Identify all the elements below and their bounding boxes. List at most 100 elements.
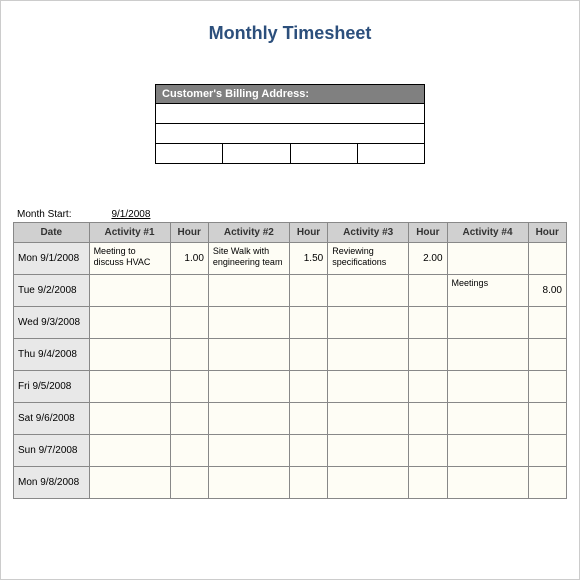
activity-cell <box>328 403 409 435</box>
hour-cell <box>170 275 208 307</box>
date-cell: Thu 9/4/2008 <box>14 339 90 371</box>
activity-cell: Meetings <box>447 275 528 307</box>
timesheet-table: DateActivity #1HourActivity #2HourActivi… <box>13 222 567 499</box>
month-start-row: Month Start: 9/1/2008 <box>13 209 567 220</box>
table-row: Wed 9/3/2008 <box>14 307 567 339</box>
table-row: Mon 9/1/2008Meeting to discuss HVAC1.00S… <box>14 243 567 275</box>
date-cell: Mon 9/1/2008 <box>14 243 90 275</box>
hour-cell <box>409 275 447 307</box>
activity-cell <box>447 339 528 371</box>
activity-cell <box>208 435 289 467</box>
activity-cell <box>208 339 289 371</box>
hour-cell <box>409 403 447 435</box>
billing-line-2 <box>156 124 425 144</box>
hour-cell <box>528 307 567 339</box>
activity-cell <box>447 371 528 403</box>
hour-cell <box>528 243 567 275</box>
hour-cell <box>289 307 327 339</box>
date-cell: Tue 9/2/2008 <box>14 275 90 307</box>
hour-cell: 8.00 <box>528 275 567 307</box>
hour-cell <box>170 307 208 339</box>
billing-cell <box>290 144 357 164</box>
hour-cell <box>409 307 447 339</box>
activity-cell <box>328 307 409 339</box>
hour-cell <box>170 403 208 435</box>
column-header: Date <box>14 223 90 243</box>
column-header: Hour <box>409 223 447 243</box>
hour-cell <box>170 435 208 467</box>
page-title: Monthly Timesheet <box>13 23 567 44</box>
activity-cell <box>328 467 409 499</box>
month-start-value: 9/1/2008 <box>111 209 150 220</box>
column-header: Activity #2 <box>208 223 289 243</box>
hour-cell <box>289 403 327 435</box>
table-row: Sun 9/7/2008 <box>14 435 567 467</box>
column-header: Activity #4 <box>447 223 528 243</box>
table-row: Fri 9/5/2008 <box>14 371 567 403</box>
activity-cell: Site Walk with engineering team <box>208 243 289 275</box>
billing-cell <box>223 144 290 164</box>
hour-cell <box>170 467 208 499</box>
hour-cell <box>528 435 567 467</box>
table-row: Sat 9/6/2008 <box>14 403 567 435</box>
hour-cell <box>528 403 567 435</box>
activity-cell <box>208 307 289 339</box>
hour-cell <box>289 371 327 403</box>
column-header: Hour <box>528 223 567 243</box>
month-start-label: Month Start: <box>17 209 71 220</box>
hour-cell <box>409 435 447 467</box>
hour-cell <box>289 275 327 307</box>
hour-cell <box>409 371 447 403</box>
date-cell: Wed 9/3/2008 <box>14 307 90 339</box>
billing-line-1 <box>156 104 425 124</box>
billing-header: Customer's Billing Address: <box>156 85 425 104</box>
activity-cell <box>89 403 170 435</box>
activity-cell <box>208 403 289 435</box>
hour-cell <box>409 467 447 499</box>
hour-cell <box>289 435 327 467</box>
activity-cell <box>447 307 528 339</box>
hour-cell <box>289 339 327 371</box>
activity-cell <box>89 371 170 403</box>
activity-cell <box>89 467 170 499</box>
billing-cell <box>357 144 424 164</box>
activity-cell <box>89 435 170 467</box>
activity-cell <box>328 435 409 467</box>
activity-cell: Reviewing specifications <box>328 243 409 275</box>
column-header: Activity #3 <box>328 223 409 243</box>
activity-cell <box>89 307 170 339</box>
table-row: Thu 9/4/2008 <box>14 339 567 371</box>
activity-cell <box>89 339 170 371</box>
activity-cell: Meeting to discuss HVAC <box>89 243 170 275</box>
column-header: Hour <box>170 223 208 243</box>
date-cell: Sat 9/6/2008 <box>14 403 90 435</box>
activity-cell <box>208 371 289 403</box>
date-cell: Fri 9/5/2008 <box>14 371 90 403</box>
date-cell: Sun 9/7/2008 <box>14 435 90 467</box>
activity-cell <box>208 467 289 499</box>
hour-cell: 1.50 <box>289 243 327 275</box>
activity-cell <box>89 275 170 307</box>
activity-cell <box>447 467 528 499</box>
activity-cell <box>328 371 409 403</box>
activity-cell <box>208 275 289 307</box>
hour-cell <box>289 467 327 499</box>
hour-cell: 1.00 <box>170 243 208 275</box>
billing-cell <box>156 144 223 164</box>
hour-cell <box>528 371 567 403</box>
hour-cell <box>170 339 208 371</box>
activity-cell <box>447 435 528 467</box>
hour-cell: 2.00 <box>409 243 447 275</box>
column-header: Activity #1 <box>89 223 170 243</box>
activity-cell <box>447 403 528 435</box>
activity-cell <box>328 339 409 371</box>
activity-cell <box>447 243 528 275</box>
activity-cell <box>328 275 409 307</box>
table-row: Mon 9/8/2008 <box>14 467 567 499</box>
column-header: Hour <box>289 223 327 243</box>
date-cell: Mon 9/8/2008 <box>14 467 90 499</box>
billing-address-box: Customer's Billing Address: <box>155 84 425 164</box>
hour-cell <box>409 339 447 371</box>
hour-cell <box>528 339 567 371</box>
hour-cell <box>528 467 567 499</box>
